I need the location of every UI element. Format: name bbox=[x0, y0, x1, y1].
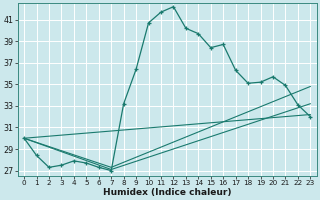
X-axis label: Humidex (Indice chaleur): Humidex (Indice chaleur) bbox=[103, 188, 231, 197]
